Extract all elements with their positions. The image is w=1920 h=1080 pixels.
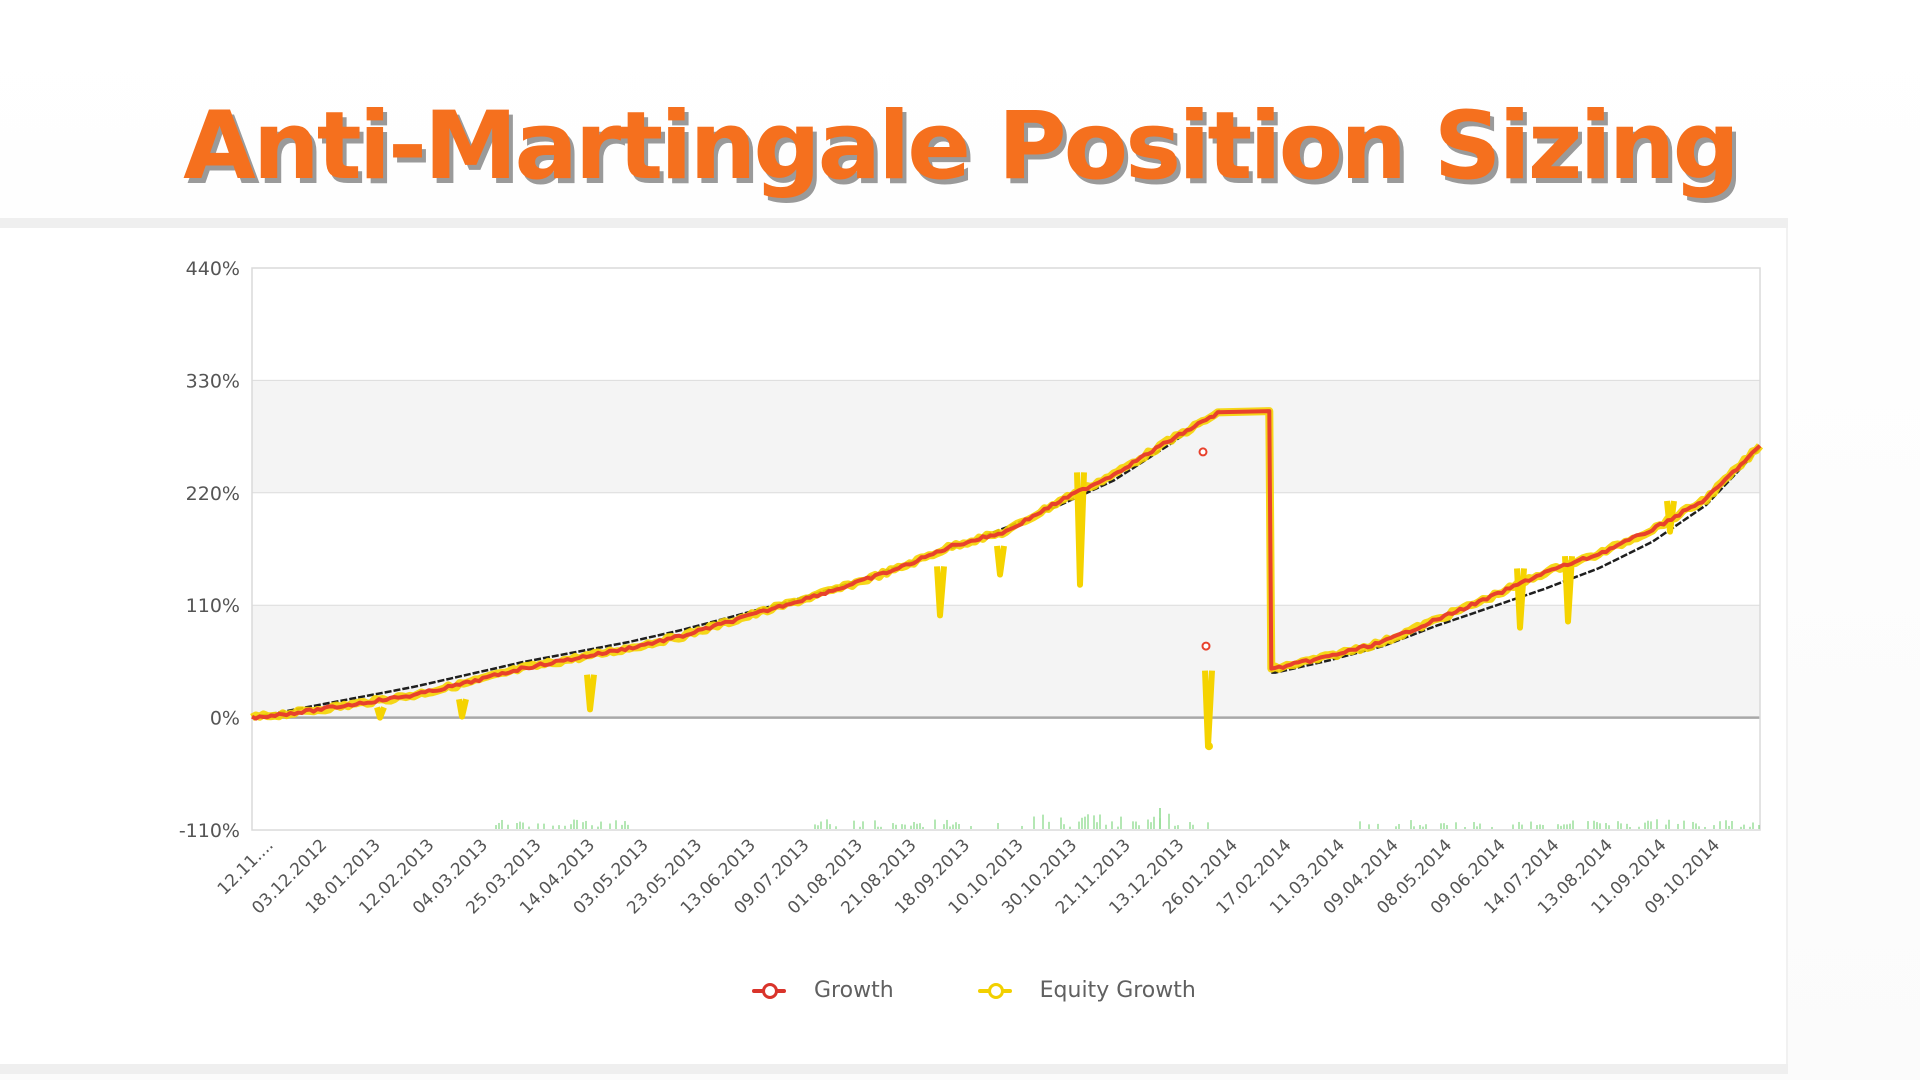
equity-drawdown-spike	[1664, 500, 1677, 535]
growth-marker-icon	[752, 982, 786, 999]
y-axis: 440% 330% 220% 110% 0% -110%	[179, 258, 240, 842]
page-title: Anti-Martingale Position Sizing	[183, 92, 1740, 201]
y-tick-label: -110%	[179, 820, 240, 842]
series-growth[interactable]	[251, 409, 1762, 721]
plot-frame	[251, 267, 1761, 831]
legend-item-equity-growth[interactable]: Equity Growth	[977, 978, 1196, 1003]
equity-marker-icon	[977, 982, 1012, 999]
equity-drawdown-spike	[1562, 555, 1575, 625]
legend-item-growth[interactable]: Growth	[752, 978, 894, 1003]
equity-drawdown-spike	[934, 566, 947, 619]
equity-drawdown-spike	[1514, 568, 1527, 631]
volume-histogram	[495, 808, 1760, 829]
x-axis: 12.11....03.12.201218.01.201312.02.20130…	[214, 835, 1724, 918]
equity-drawdown-spike	[584, 674, 597, 713]
equity-drawdown-spike	[456, 698, 469, 720]
equity-drawdown-spike	[1202, 670, 1215, 750]
y-tick-label: 110%	[186, 595, 240, 617]
legend-label-equity-growth: Equity Growth	[1039, 978, 1196, 1003]
y-tick-label: 440%	[186, 258, 240, 280]
chart-bands	[252, 380, 1760, 718]
y-tick-label: 220%	[186, 483, 240, 505]
legend-label-growth: Growth	[814, 978, 894, 1003]
equity-drawdown-spike	[1074, 472, 1087, 588]
equity-drawdown-spike	[374, 706, 387, 721]
card-edge	[1786, 228, 1788, 1064]
chart-legend: Growth Equity Growth	[752, 978, 1196, 1003]
y-tick-label: 0%	[210, 708, 240, 730]
y-tick-label: 330%	[186, 370, 240, 392]
equity-drawdown-spike	[994, 545, 1007, 578]
